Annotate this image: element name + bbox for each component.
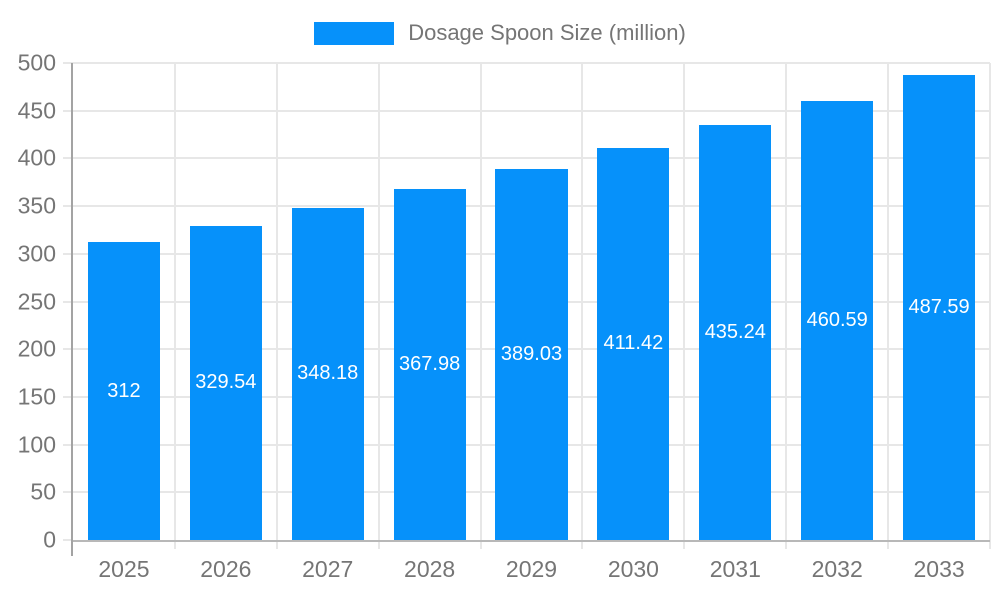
bar-2027: 348.18 xyxy=(291,207,364,540)
bar-value-label: 435.24 xyxy=(704,320,766,343)
y-tick-mark-150 xyxy=(63,395,73,398)
y-tick-mark-250 xyxy=(63,300,73,303)
y-tick-mark-100 xyxy=(63,443,73,446)
bar-2031: 435.24 xyxy=(699,124,772,540)
x-tick-label-2026: 2026 xyxy=(200,556,252,582)
gridline-y-500 xyxy=(73,62,990,64)
bar-cell-2027: 348.18 xyxy=(277,63,379,540)
bar-2026: 329.54 xyxy=(189,225,262,540)
bar-2025: 312 xyxy=(87,242,160,540)
y-tick-mark-200 xyxy=(63,348,73,351)
bar-value-label: 348.18 xyxy=(297,362,359,385)
y-tick-label-150: 150 xyxy=(17,383,56,410)
y-tick-label-250: 250 xyxy=(17,288,56,314)
bar-cell-2028: 367.98 xyxy=(379,63,481,540)
bar-value-label: 389.03 xyxy=(500,342,563,365)
bar-2030: 411.42 xyxy=(597,147,670,540)
bar-cell-2030: 411.42 xyxy=(582,63,684,540)
y-tick-label-400: 400 xyxy=(17,144,56,171)
x-axis-labels: 2025 2026 2027 2028 2029 2030 2031 2032 2033 xyxy=(73,556,990,583)
plot-area: 312 329.54 348.18 367.98 389.03 411.42 435.24 4… xyxy=(71,62,991,556)
y-tick-label-200: 200 xyxy=(17,335,56,362)
legend-label: Dosage Spoon Size (million) xyxy=(408,20,686,45)
x-tick-label-2032: 2032 xyxy=(811,556,863,582)
bar-2033: 487.59 xyxy=(903,74,976,540)
y-tick-mark-50 xyxy=(63,491,73,494)
y-tick-label-500: 500 xyxy=(17,49,56,76)
gridline-x-1 xyxy=(173,63,176,549)
y-tick-mark-350 xyxy=(63,205,73,208)
gridline-x-3 xyxy=(377,63,380,549)
bar-value-label: 487.59 xyxy=(908,295,970,318)
y-tick-label-350: 350 xyxy=(17,192,56,219)
gridline-x-9 xyxy=(989,63,991,549)
bars-container: 312 329.54 348.18 367.98 389.03 411.42 435.24 4… xyxy=(73,63,990,540)
bar-2029: 389.03 xyxy=(495,168,568,540)
y-tick-mark-300 xyxy=(63,252,73,255)
gridline-x-4 xyxy=(479,63,482,549)
y-tick-label-50: 50 xyxy=(30,478,56,505)
x-tick-label-2031: 2031 xyxy=(709,556,761,582)
y-tick-label-100: 100 xyxy=(17,431,56,458)
y-axis-line xyxy=(71,63,73,556)
y-axis-ticks xyxy=(63,62,73,541)
gridline-x-2 xyxy=(275,63,278,549)
x-tick-label-2033: 2033 xyxy=(913,556,965,582)
y-tick-mark-450 xyxy=(63,109,73,112)
bar-value-label: 312 xyxy=(107,379,141,402)
bar-value-label: 329.54 xyxy=(195,371,257,394)
x-tick-label-2030: 2030 xyxy=(607,556,659,582)
y-axis-labels: 0 50 100 150 200 250 300 350 400 450 500 xyxy=(0,50,56,553)
y-tick-mark-500 xyxy=(63,62,73,64)
gridline-x-7 xyxy=(785,63,788,549)
bar-2032: 460.59 xyxy=(801,100,874,540)
bar-cell-2029: 389.03 xyxy=(481,63,583,540)
bar-2028: 367.98 xyxy=(393,188,466,540)
x-axis-line xyxy=(73,540,990,542)
gridline-x-8 xyxy=(887,63,890,549)
bar-cell-2032: 460.59 xyxy=(786,63,888,540)
y-tick-label-450: 450 xyxy=(17,97,56,124)
bar-cell-2026: 329.54 xyxy=(175,63,277,540)
legend-item[interactable]: Dosage Spoon Size (million) xyxy=(0,20,1000,46)
bar-value-label: 367.98 xyxy=(399,352,461,375)
y-tick-mark-0 xyxy=(63,539,73,541)
x-tick-label-2027: 2027 xyxy=(302,556,354,582)
bar-cell-2025: 312 xyxy=(73,63,175,540)
gridline-y-450 xyxy=(73,109,990,112)
y-tick-label-0: 0 xyxy=(43,526,56,553)
legend-swatch xyxy=(314,21,395,45)
x-tick-label-2029: 2029 xyxy=(505,556,558,582)
gridline-x-6 xyxy=(683,63,686,549)
x-tick-label-2025: 2025 xyxy=(98,556,150,582)
bar-cell-2033: 487.59 xyxy=(888,63,990,540)
y-tick-mark-400 xyxy=(63,157,73,160)
gridline-x-5 xyxy=(581,63,584,549)
bar-value-label: 460.59 xyxy=(806,308,868,331)
bar-cell-2031: 435.24 xyxy=(684,63,786,540)
y-tick-label-300: 300 xyxy=(17,240,56,267)
x-tick-label-2028: 2028 xyxy=(404,556,456,582)
gridline-y-400 xyxy=(73,157,990,160)
bar-value-label: 411.42 xyxy=(603,332,664,355)
